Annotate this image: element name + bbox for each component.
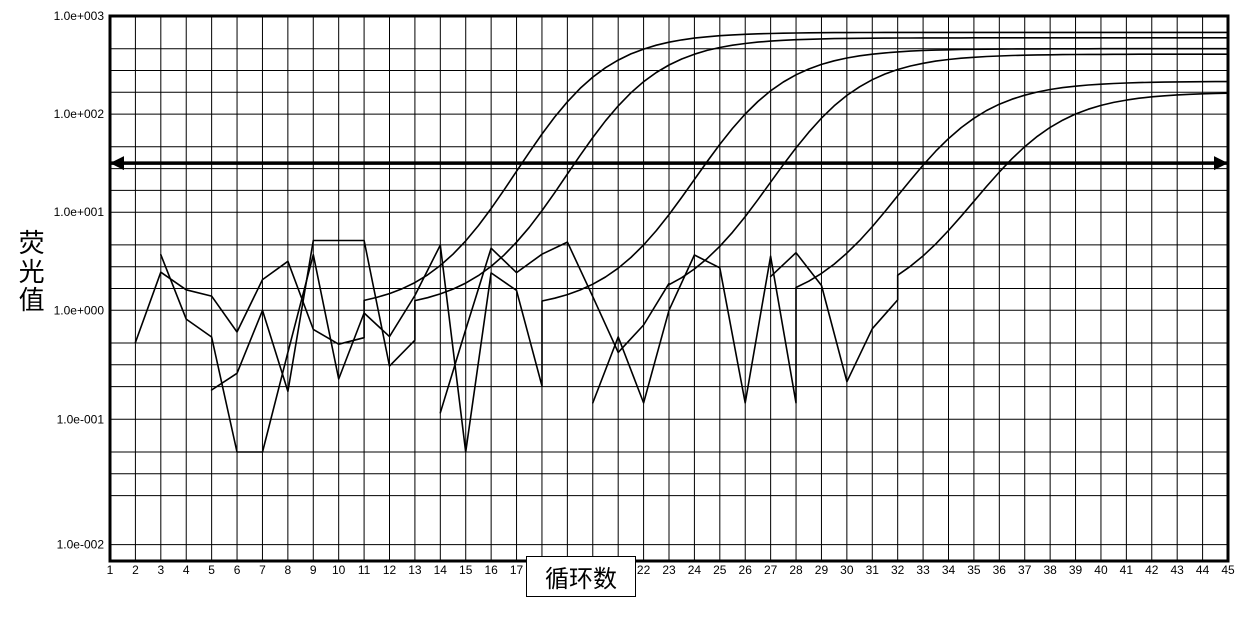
- x-tick-label: 22: [637, 563, 651, 577]
- x-tick-label: 38: [1043, 563, 1057, 577]
- x-tick-label: 36: [993, 563, 1007, 577]
- x-tick-label: 31: [866, 563, 880, 577]
- x-tick-label: 42: [1145, 563, 1159, 577]
- x-tick-label: 37: [1018, 563, 1032, 577]
- x-tick-label: 6: [234, 563, 241, 577]
- x-tick-label: 33: [916, 563, 930, 577]
- x-tick-label: 39: [1069, 563, 1083, 577]
- x-axis-title: 循环数: [526, 556, 636, 597]
- y-tick-label: 1.0e+003: [54, 9, 105, 23]
- y-tick-label: 1.0e+001: [54, 205, 105, 219]
- figure: 荧 光 值 1.0e+0031.0e+0021.0e+0011.0e+0001.…: [0, 0, 1240, 625]
- x-tick-label: 40: [1094, 563, 1108, 577]
- y-tick-label: 1.0e+000: [54, 303, 105, 317]
- x-tick-label: 5: [208, 563, 215, 577]
- y-tick-label: 1.0e-001: [57, 412, 105, 426]
- x-tick-label: 35: [967, 563, 981, 577]
- x-tick-label: 45: [1221, 563, 1235, 577]
- x-tick-label: 9: [310, 563, 317, 577]
- x-tick-label: 17: [510, 563, 524, 577]
- x-tick-label: 3: [157, 563, 164, 577]
- x-tick-label: 23: [662, 563, 676, 577]
- x-tick-label: 13: [408, 563, 422, 577]
- x-tick-label: 28: [789, 563, 803, 577]
- x-tick-label: 25: [713, 563, 727, 577]
- x-tick-label: 34: [942, 563, 956, 577]
- y-tick-label: 1.0e+002: [54, 107, 105, 121]
- x-tick-label: 26: [739, 563, 753, 577]
- x-tick-label: 4: [183, 563, 190, 577]
- amplification-chart: 1.0e+003 1.0e+002 1.0e+001 1.0e+000 1.0e-001…: [0, 0, 1240, 625]
- x-tick-label: 27: [764, 563, 778, 577]
- x-axis-title-text: 循环数: [545, 567, 617, 593]
- x-tick-label: 44: [1196, 563, 1210, 577]
- x-tick-label: 32: [891, 563, 905, 577]
- x-tick-label: 30: [840, 563, 854, 577]
- x-tick-label: 2: [132, 563, 139, 577]
- x-tick-label: 43: [1171, 563, 1185, 577]
- x-tick-label: 7: [259, 563, 266, 577]
- x-tick-label: 14: [434, 563, 448, 577]
- y-tick-label: 1.0e-002: [57, 538, 105, 552]
- x-tick-label: 24: [688, 563, 702, 577]
- x-tick-label: 15: [459, 563, 473, 577]
- x-tick-label: 1: [107, 563, 114, 577]
- x-tick-label: 41: [1120, 563, 1134, 577]
- x-tick-label: 29: [815, 563, 829, 577]
- x-tick-label: 8: [285, 563, 292, 577]
- x-tick-label: 16: [484, 563, 498, 577]
- x-tick-label: 12: [383, 563, 397, 577]
- x-tick-label: 10: [332, 563, 346, 577]
- x-tick-label: 11: [358, 563, 371, 577]
